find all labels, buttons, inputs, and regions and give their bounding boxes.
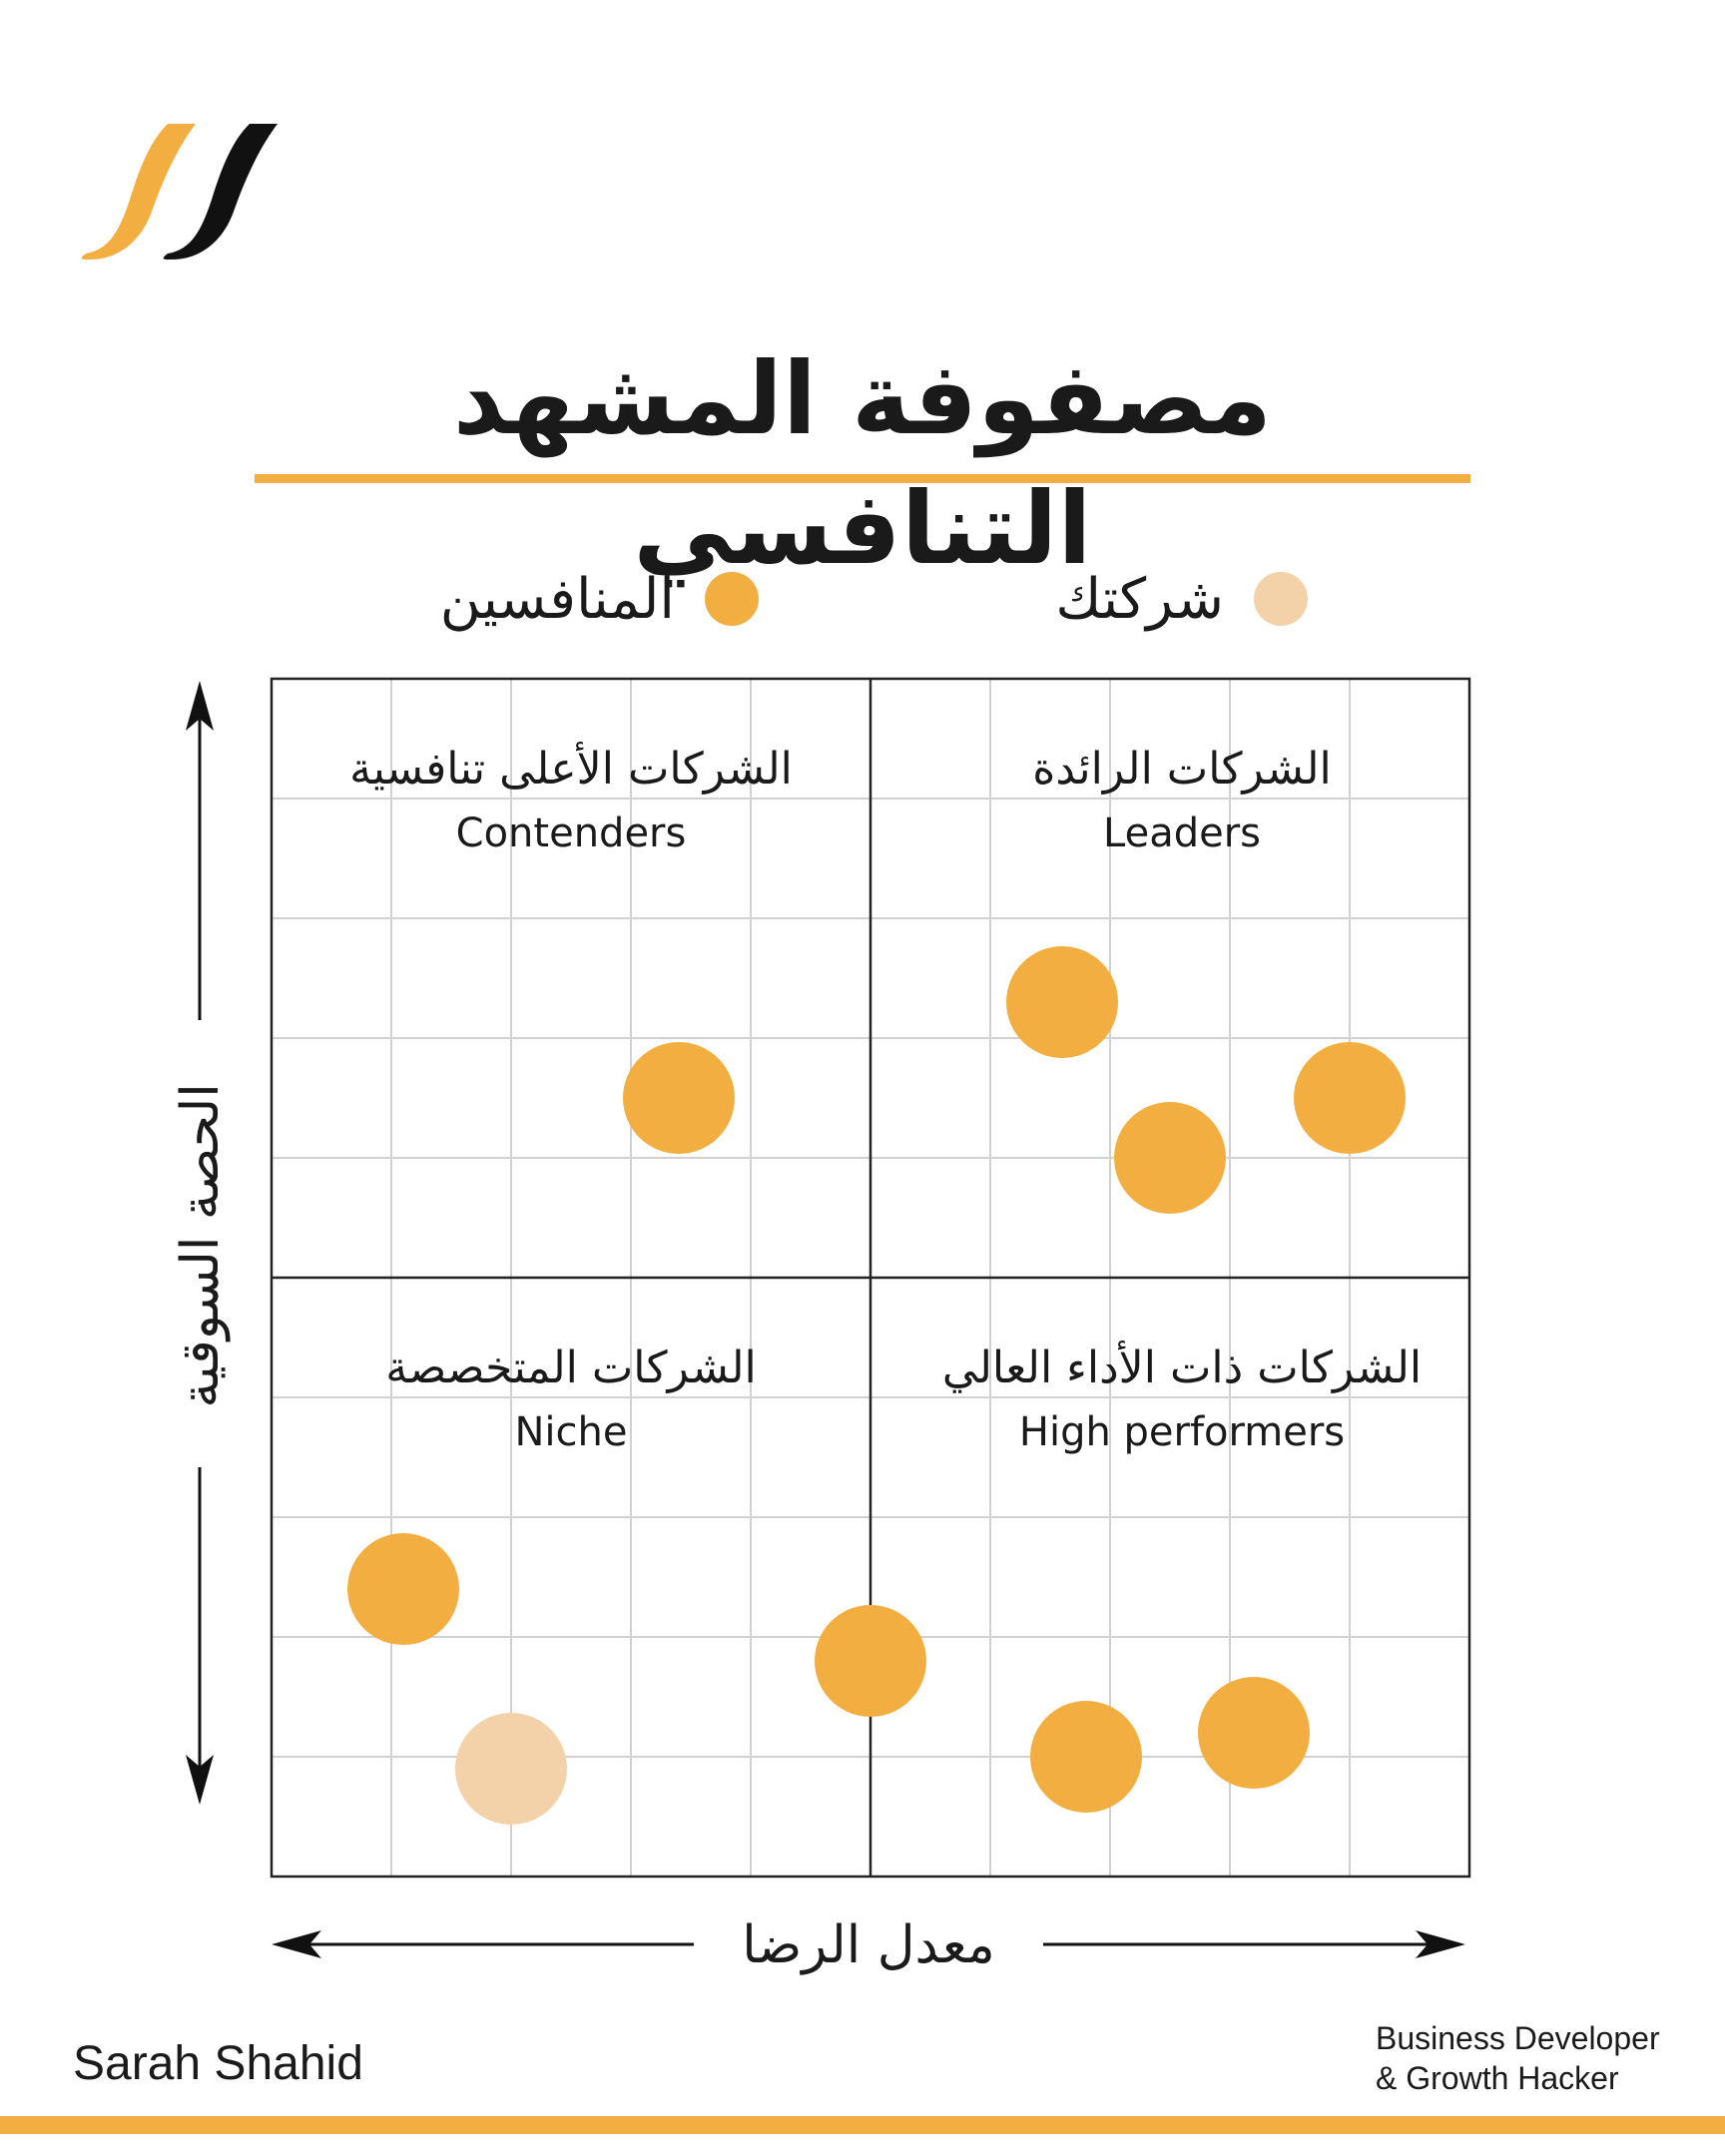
legend-own-dot bbox=[1254, 572, 1308, 626]
quadrant-niche-ar: الشركات المتخصصة bbox=[385, 1343, 757, 1393]
quadrant-contenders-en: Contenders bbox=[456, 810, 687, 856]
title-underline bbox=[255, 474, 1470, 483]
x-axis-label: معدل الرضا bbox=[742, 1915, 995, 1975]
legend-competitors-label: المنافسين bbox=[439, 566, 675, 632]
logo-black-stroke bbox=[163, 124, 278, 260]
legend-own-company: شركتك bbox=[1055, 559, 1308, 639]
quadrant-high-performers-ar: الشركات ذات الأداء العالي bbox=[942, 1340, 1422, 1393]
competitor-point bbox=[1198, 1677, 1310, 1789]
author-name: Sarah Shahid bbox=[73, 2037, 363, 2090]
logo-orange-stroke bbox=[81, 124, 196, 260]
competitor-point bbox=[1294, 1042, 1406, 1154]
competitor-point bbox=[623, 1042, 735, 1154]
legend-competitors-dot bbox=[705, 572, 759, 626]
x-axis-arrowhead-right bbox=[1416, 1930, 1465, 1958]
legend-competitors: المنافسين bbox=[409, 559, 759, 639]
competitor-point bbox=[1006, 946, 1118, 1058]
competitor-point bbox=[815, 1605, 926, 1717]
quadrant-niche-en: Niche bbox=[515, 1409, 628, 1455]
y-axis-arrowhead-top bbox=[186, 681, 214, 731]
legend-own-label: شركتك bbox=[1055, 566, 1224, 632]
competitor-point bbox=[1114, 1102, 1226, 1214]
competitor-point bbox=[347, 1533, 459, 1645]
page-title: مصفوفة المشهد التنافسي bbox=[452, 340, 1273, 587]
author-role-line2: & Growth Hacker bbox=[1376, 2060, 1619, 2096]
quadrant-contenders-ar: الشركات الأعلى تنافسية bbox=[349, 741, 793, 795]
x-axis-arrowhead-left bbox=[272, 1930, 321, 1958]
y-axis-label: الحصة السوقية bbox=[171, 1083, 231, 1407]
quadrant-leaders-ar: الشركات الرائدة bbox=[1032, 744, 1331, 795]
y-axis-arrowhead-bottom bbox=[186, 1755, 214, 1805]
competitor-point bbox=[1030, 1701, 1142, 1813]
bottom-accent-bar bbox=[0, 2116, 1725, 2134]
author-role: Business Developer & Growth Hacker bbox=[1376, 2018, 1660, 2098]
quadrant-leaders-en: Leaders bbox=[1103, 810, 1261, 856]
quadrant-high-performers-en: High performers bbox=[1019, 1409, 1345, 1455]
author-role-line1: Business Developer bbox=[1376, 2020, 1660, 2056]
brand-logo bbox=[81, 124, 278, 260]
own-company-point bbox=[455, 1713, 567, 1825]
data-points bbox=[347, 946, 1406, 1825]
